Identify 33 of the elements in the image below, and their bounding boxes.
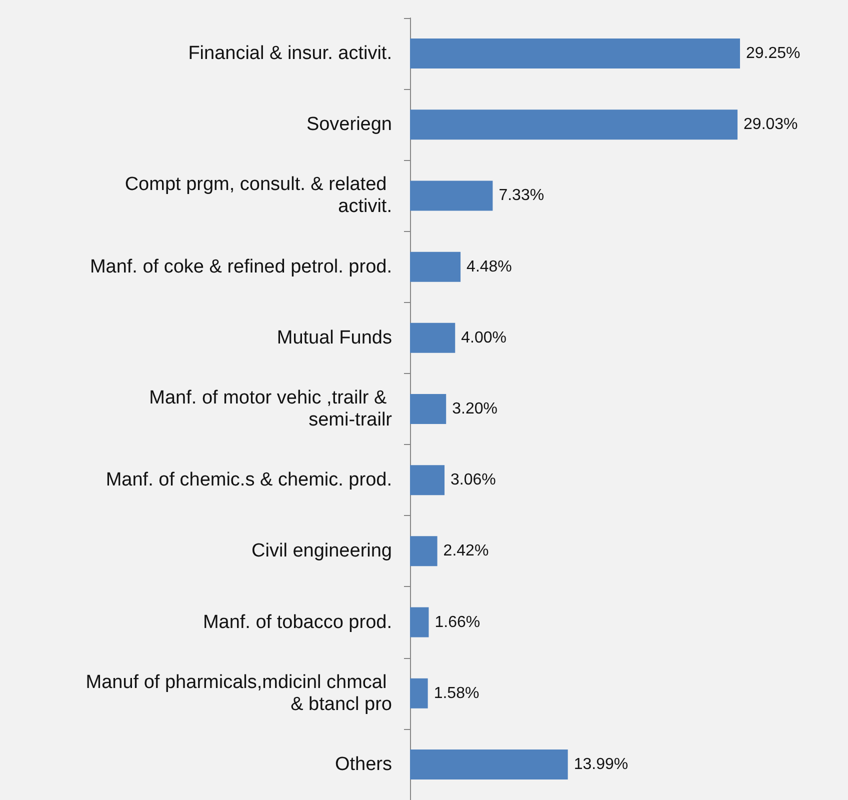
data-label: 4.48% bbox=[466, 258, 512, 276]
data-label: 29.25% bbox=[746, 45, 800, 62]
bar bbox=[410, 322, 456, 353]
data-label: 3.20% bbox=[452, 400, 498, 418]
bar bbox=[410, 607, 429, 638]
y-tick-label: Manuf of pharmicals,mdicinl chmcal & btancl pro bbox=[86, 672, 392, 715]
y-tick-label: Financial & insur. activit. bbox=[188, 43, 392, 64]
bar bbox=[410, 38, 740, 69]
y-tick-label: Soveriegn bbox=[306, 114, 392, 136]
bar bbox=[410, 180, 493, 211]
bar bbox=[410, 394, 446, 424]
data-label: 1.58% bbox=[434, 684, 480, 702]
bar bbox=[410, 749, 568, 780]
y-tick-label: Manf. of coke & refined petrol. prod. bbox=[90, 256, 392, 278]
bar bbox=[410, 536, 438, 566]
data-label: 29.03% bbox=[744, 116, 798, 134]
bar bbox=[410, 252, 461, 282]
bar bbox=[410, 678, 428, 708]
y-tick-label: Others bbox=[334, 754, 392, 775]
y-tick-label: Manf. of tobacco prod. bbox=[202, 612, 392, 633]
data-label: 13.99% bbox=[574, 756, 628, 773]
bar bbox=[410, 110, 738, 140]
data-label: 2.42% bbox=[443, 542, 489, 560]
data-label: 3.06% bbox=[450, 472, 496, 489]
y-tick-label: Compt prgm, consult. & related activit. bbox=[124, 174, 392, 218]
data-label: 7.33% bbox=[498, 187, 544, 204]
y-tick-label: Mutual Funds bbox=[276, 327, 392, 348]
data-label: 1.66% bbox=[434, 614, 480, 631]
y-tick-label: Manf. of chemic.s & chemic. prod. bbox=[106, 470, 392, 491]
y-tick-label: Manf. of motor vehic ,trailr & semi-trailr bbox=[149, 388, 393, 430]
data-label: 4.00% bbox=[461, 329, 507, 346]
bar bbox=[410, 465, 445, 496]
y-tick-label: Civil engineering bbox=[252, 540, 392, 562]
